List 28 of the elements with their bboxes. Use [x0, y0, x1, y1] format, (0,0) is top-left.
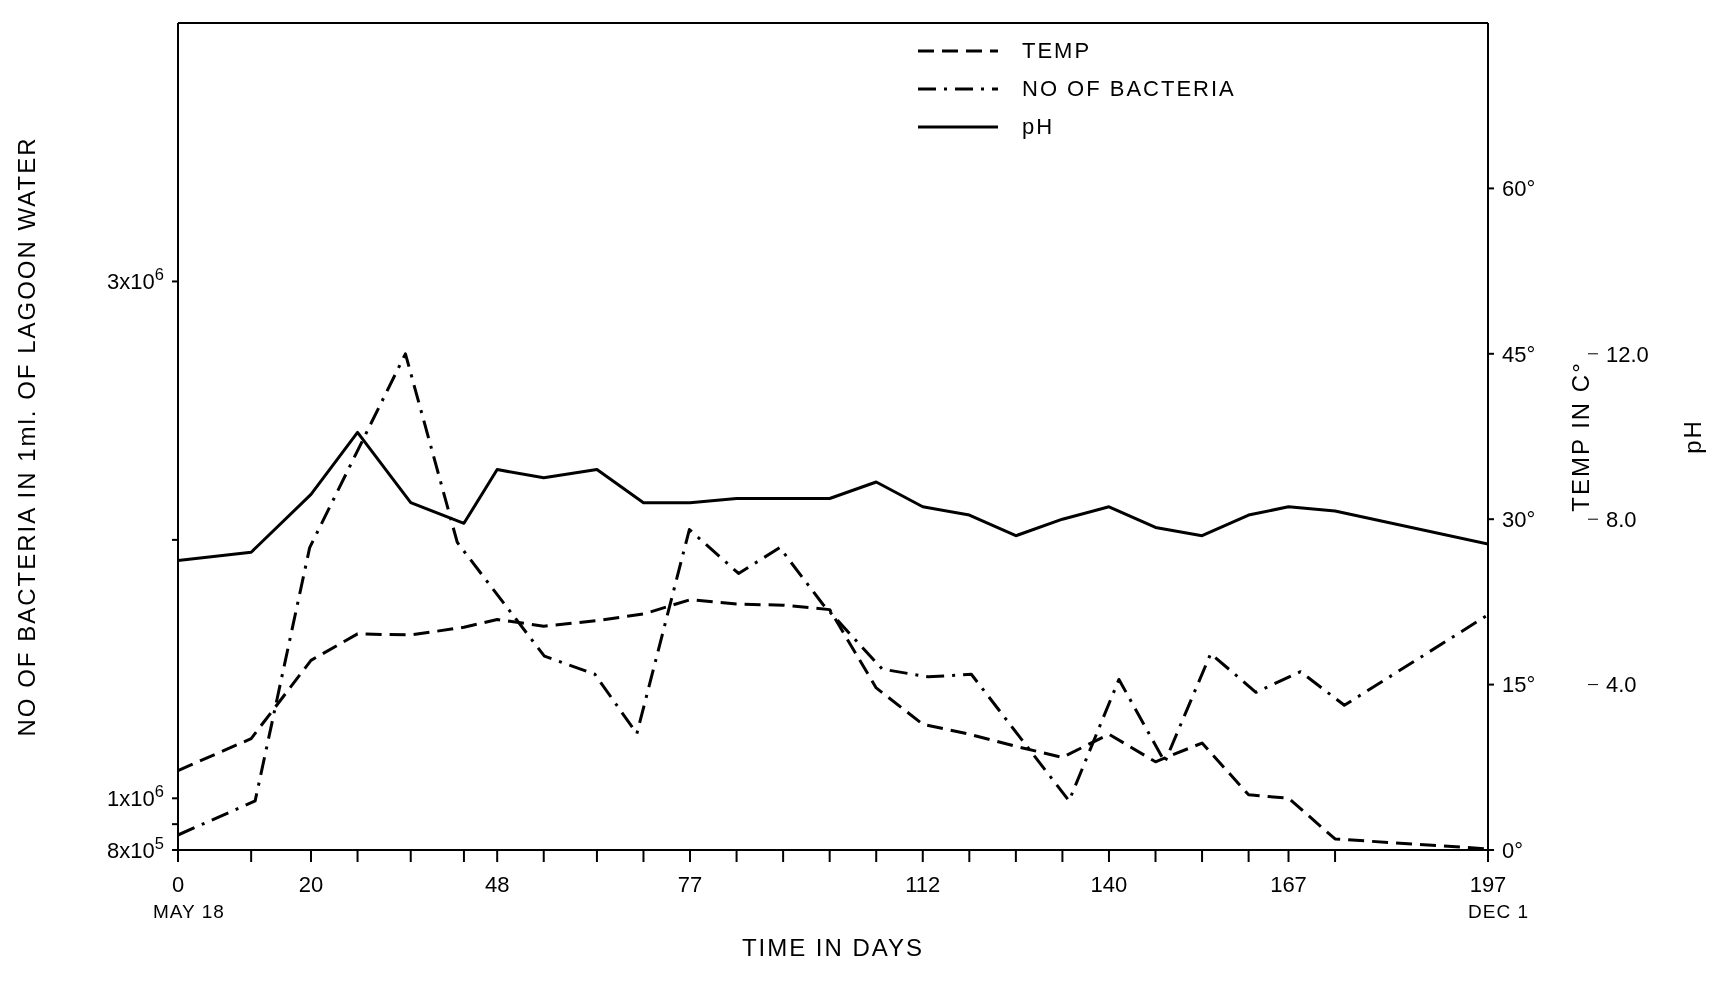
y2-axis-title: TEMP IN C°	[1566, 361, 1594, 512]
x-tick-label: 0	[171, 871, 185, 897]
legend-label: TEMP	[1022, 38, 1092, 64]
x-tick-label: 140	[1090, 871, 1128, 897]
y-tick-label: 3x10$^{6}$	[107, 265, 164, 295]
x-tick-label: 197	[1469, 871, 1507, 897]
text: MAY 18	[153, 901, 225, 923]
y-tick-label: 1x10$^{6}$	[107, 782, 164, 812]
legend-label: NO OF BACTERIA	[1022, 76, 1236, 102]
y3-tick-label: 8.0	[1606, 506, 1637, 532]
x-axis-title: TIME IN DAYS	[741, 934, 925, 961]
y2-tick-label: 15°	[1502, 672, 1536, 698]
y-axis-title: NO OF BACTERIA IN 1ml. OF LAGOON WATER	[12, 136, 40, 737]
y2-tick-label: 0°	[1502, 837, 1524, 863]
legend-label: pH	[1022, 114, 1055, 140]
y3-tick-label: 12.0	[1606, 341, 1649, 367]
x-tick-label: 112	[905, 871, 941, 897]
y3-tick-label: 4.0	[1606, 672, 1637, 698]
x-tick-label: 77	[677, 871, 703, 897]
y2-tick-label: 45°	[1502, 341, 1536, 367]
x-tick-label: 20	[298, 871, 324, 897]
x-tick-label: 48	[484, 871, 510, 897]
y3-axis-title: pH	[1678, 419, 1706, 454]
y2-tick-label: 30°	[1502, 506, 1536, 532]
y-tick-label: 8x10$^{5}$	[107, 833, 164, 863]
x-tick-label: 167	[1270, 871, 1307, 897]
text: DEC 1	[1468, 901, 1529, 923]
y2-tick-label: 60°	[1502, 176, 1536, 202]
